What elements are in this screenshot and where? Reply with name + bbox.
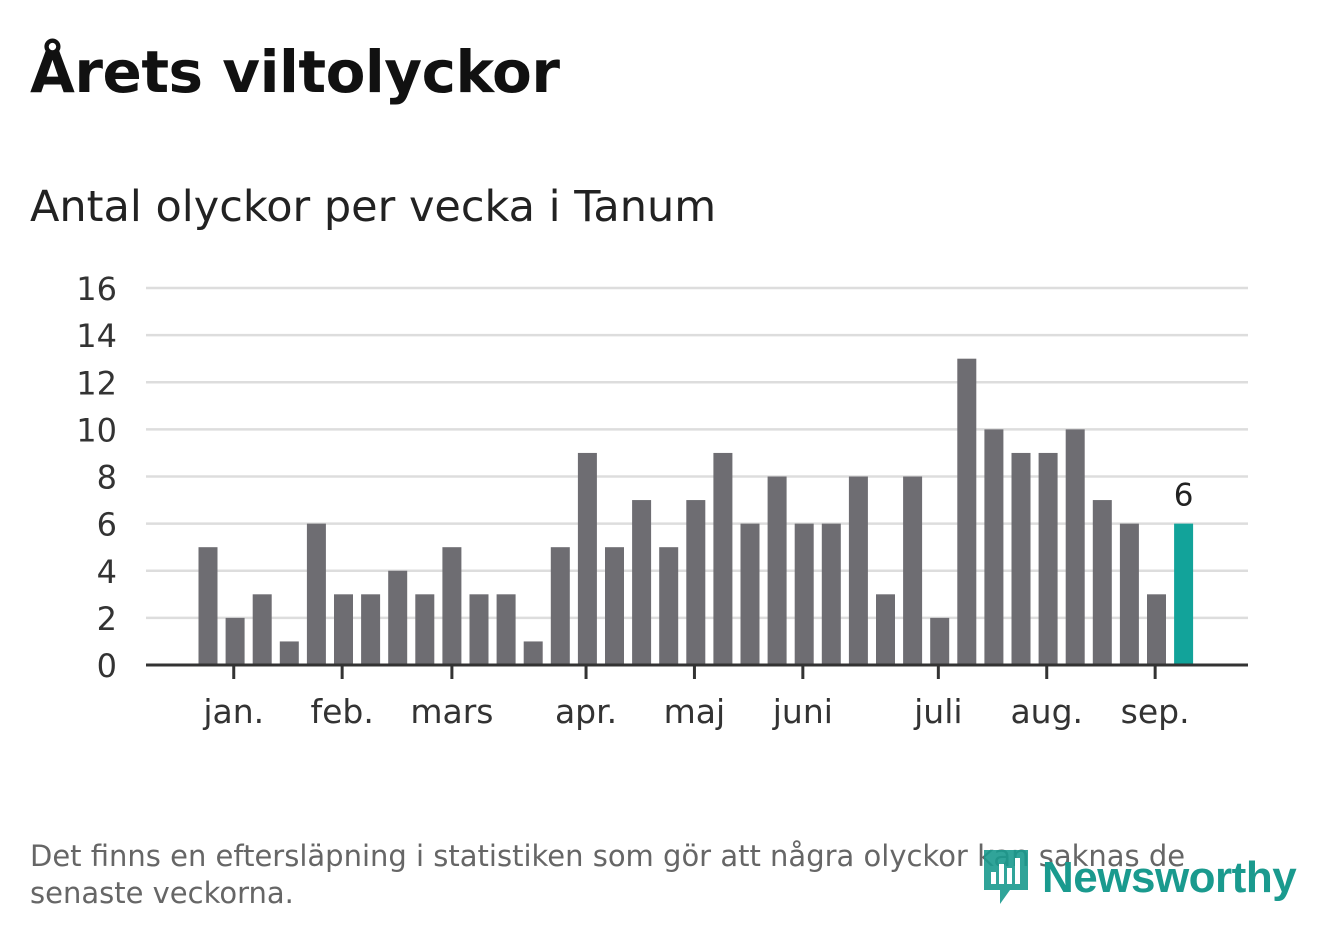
x-tick-label: feb. — [310, 692, 373, 731]
x-tick-label: aug. — [1010, 692, 1083, 731]
bar — [225, 617, 245, 665]
y-axis-ticks: 0 2 4 6 8 10 12 14 16 — [76, 270, 117, 685]
bar — [523, 641, 543, 665]
y-tick-label: 2 — [97, 600, 117, 638]
bar — [767, 476, 787, 665]
newsworthy-logo: Newsworthy — [980, 846, 1297, 910]
bar — [605, 547, 624, 665]
bar — [794, 523, 814, 665]
bar — [334, 594, 353, 665]
bar — [1038, 452, 1058, 665]
y-tick-label: 12 — [76, 364, 117, 402]
bar — [361, 594, 381, 665]
bar — [1065, 429, 1085, 665]
bar — [1119, 523, 1139, 665]
y-tick-label: 4 — [97, 553, 117, 591]
bar — [984, 429, 1004, 665]
data-labels: 6 — [1174, 478, 1194, 514]
x-tick-label: juli — [913, 692, 962, 731]
x-tick-label: apr. — [555, 692, 617, 731]
bar — [740, 523, 760, 665]
bar — [821, 523, 841, 665]
bar — [957, 358, 977, 665]
y-tick-label: 8 — [97, 459, 117, 497]
bar — [930, 617, 950, 665]
bar — [198, 547, 218, 665]
x-tick-label: juni — [772, 692, 833, 731]
x-tick-label: sep. — [1121, 692, 1190, 731]
bar — [876, 594, 895, 665]
bar — [306, 523, 326, 665]
y-tick-label: 14 — [76, 317, 117, 355]
chart-title: Årets viltolyckor — [30, 38, 560, 106]
bar — [279, 641, 299, 665]
bar — [659, 547, 679, 665]
y-tick-label: 0 — [97, 647, 117, 685]
bar — [1011, 452, 1031, 665]
bar — [903, 476, 923, 665]
data-label: 6 — [1174, 478, 1194, 514]
bar — [577, 452, 597, 665]
x-tick-label: mars — [410, 692, 493, 731]
bar-highlighted — [1174, 523, 1194, 665]
x-tick-label: maj — [664, 692, 726, 731]
bar — [415, 594, 435, 665]
bar — [848, 476, 868, 665]
bar — [442, 547, 462, 665]
bar — [252, 594, 272, 665]
bar — [713, 452, 733, 665]
bar — [686, 500, 706, 665]
bar-chart-logo-icon — [984, 850, 1028, 904]
bar — [469, 594, 489, 665]
chart-subtitle: Antal olyckor per vecka i Tanum — [30, 182, 717, 232]
bar — [1092, 500, 1112, 665]
y-tick-label: 16 — [76, 270, 117, 308]
bar — [1147, 594, 1166, 665]
bar — [388, 570, 408, 665]
x-axis: jan. feb. mars apr. maj juni juli aug. sep. — [146, 663, 1248, 731]
bar — [550, 547, 570, 665]
bars — [198, 358, 1194, 665]
bar — [496, 594, 516, 665]
x-tick-label: jan. — [202, 692, 264, 731]
y-tick-label: 6 — [97, 506, 117, 544]
bar — [632, 500, 652, 665]
brand-name: Newsworthy — [1042, 853, 1297, 902]
y-tick-label: 10 — [76, 411, 117, 449]
